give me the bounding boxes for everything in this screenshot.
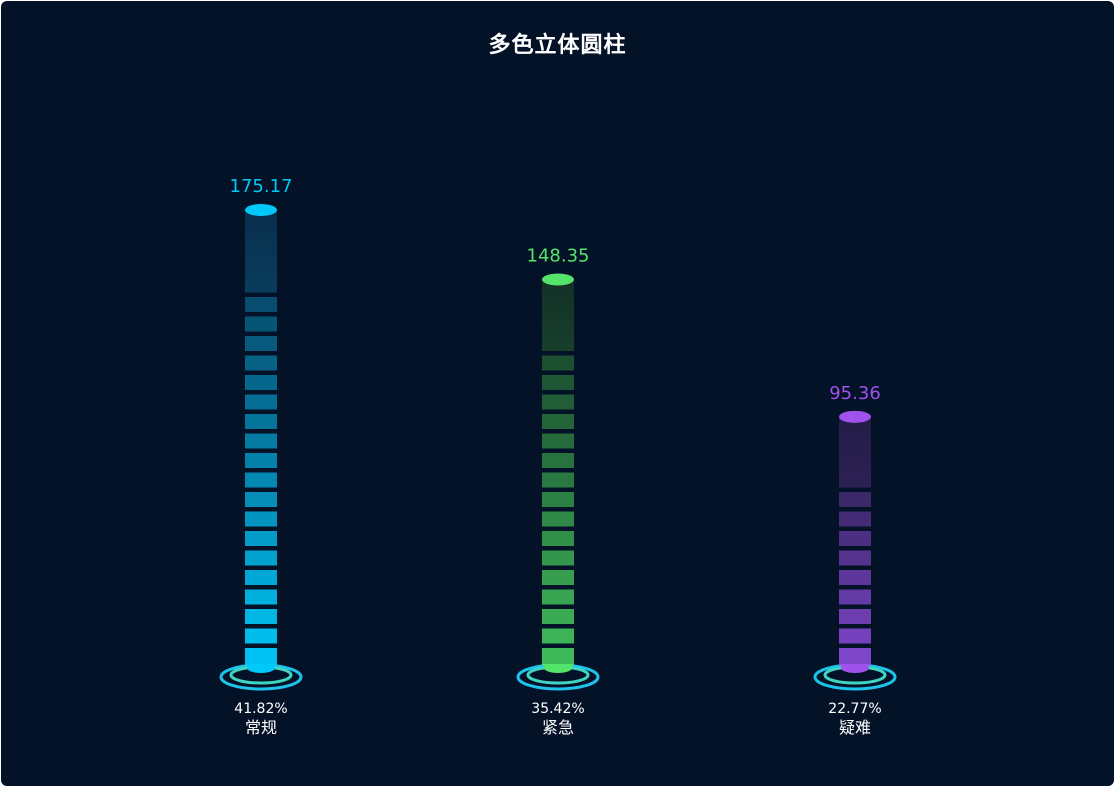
cylinder-segment [245, 453, 277, 468]
category-label: 紧急 [542, 718, 574, 737]
cylinder-segment [542, 609, 574, 624]
cylinder-segment [542, 394, 574, 410]
value-label: 148.35 [527, 246, 590, 267]
cylinder-top-cap [542, 273, 574, 286]
cylinder-segment [542, 433, 574, 449]
cylinder-top-segment [245, 210, 277, 293]
cylinder-segment [839, 570, 871, 585]
cylinder-segment [245, 355, 277, 371]
cylinder-segment [839, 628, 871, 644]
cylinder-segment [245, 492, 277, 507]
cylinder-segment [542, 589, 574, 605]
cylinder-top-segment [839, 416, 871, 488]
cylinder-segment [839, 492, 871, 507]
cylinder-segment [245, 628, 277, 644]
value-label: 95.36 [829, 383, 881, 404]
cylinder-segment [542, 492, 574, 507]
cylinder-segment [542, 414, 574, 429]
cylinder-segment [245, 414, 277, 429]
bar-1[interactable]: 175.17 41.82%常规 [219, 176, 303, 737]
cylinder-segment [839, 609, 871, 624]
percent-label: 22.77% [828, 701, 881, 717]
cylinder-segment [245, 511, 277, 527]
cylinder-top-cap [245, 204, 277, 216]
value-label: 175.17 [230, 176, 293, 197]
cylinder-segment [245, 589, 277, 605]
cylinder-segment [542, 472, 574, 488]
chart-title: 多色立体圆柱 [488, 33, 627, 58]
cylinder-segment [839, 589, 871, 605]
cylinder-top-cap [839, 410, 871, 423]
percent-label: 41.82% [234, 701, 287, 717]
cylinder-segment [245, 375, 277, 390]
cylinder-segment [542, 453, 574, 468]
cylinder-segment [245, 550, 277, 566]
cylinder-segment [245, 316, 277, 332]
cylinder-segment [542, 355, 574, 371]
cylinder-segment [839, 648, 871, 663]
cylinder-segment [245, 531, 277, 546]
cylinder-segment [245, 433, 277, 449]
cylinder-segment [839, 550, 871, 566]
cylinder-segment [542, 628, 574, 644]
cylinder-segment [245, 570, 277, 585]
cylinder-segment [245, 648, 277, 663]
cylinder-segment [542, 550, 574, 566]
cylinder-segment [542, 531, 574, 546]
cylinder-segment [542, 570, 574, 585]
cylinder-segment [839, 511, 871, 527]
cylinder-segment [542, 648, 574, 663]
cylinder-segment [245, 394, 277, 410]
bar-2[interactable]: 148.35 35.42%紧急 [516, 246, 600, 737]
cylinder-top-segment [542, 279, 574, 351]
cylinder-segment [245, 336, 277, 351]
cylinder-segment [542, 511, 574, 527]
percent-label: 35.42% [531, 701, 584, 717]
cylinder-segment [245, 297, 277, 312]
cylinder-segment [245, 609, 277, 624]
category-label: 疑难 [839, 718, 871, 737]
cylinder-segment [839, 531, 871, 546]
category-label: 常规 [245, 718, 277, 737]
bar-3[interactable]: 95.36 22.77%疑难 [813, 383, 897, 737]
cylinder-segment [245, 472, 277, 488]
cylinder-segment [542, 375, 574, 390]
